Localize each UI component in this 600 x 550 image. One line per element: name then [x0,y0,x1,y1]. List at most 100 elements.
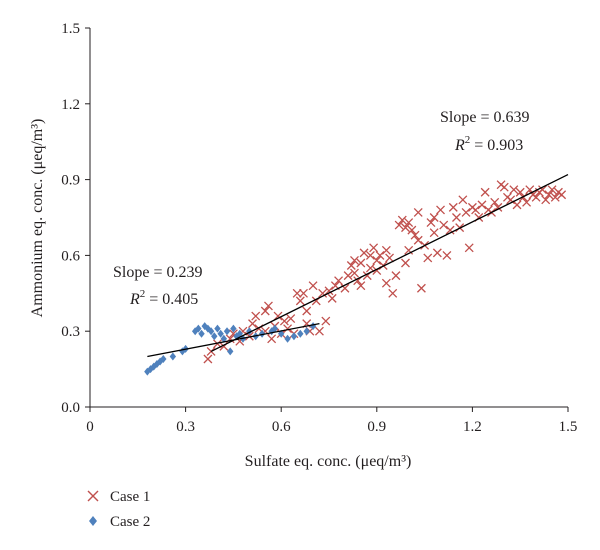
case1-point [350,268,359,278]
y-tick-label: 0.9 [61,173,80,189]
case1-point [286,314,296,324]
case1-point [404,218,414,228]
case1-point [471,205,481,215]
case1-point [401,223,410,233]
case1-point [346,261,356,270]
case1-r2-annotation: R2 = 0.903 [454,134,523,154]
case1-point [401,258,410,268]
case2-point [207,327,215,336]
case2-point [217,329,224,338]
legend: Case 1 Case 2 [87,489,150,530]
case1-point [385,253,395,263]
legend-case1-label: Case 1 [110,489,150,505]
case1-point [538,185,547,195]
case1-point [394,220,404,230]
case2-point [309,322,317,331]
case1-point [448,202,458,212]
case2-point [160,354,167,363]
case1-point [416,283,426,293]
case2-point [233,332,240,341]
case2-point [230,324,237,333]
case1-point [426,218,436,228]
x-tick-label: 0.3 [176,419,195,435]
x-tick-label: 0 [86,419,94,435]
case1-point [206,346,216,356]
case1-point [302,306,312,316]
case2-point [191,327,199,336]
case1-point [372,255,382,265]
case1-point [544,190,554,200]
case2-point [271,324,279,333]
legend-case1-marker-icon [87,490,99,502]
case1-point [321,316,331,326]
plot-area: 0.0 0.3 0.6 0.9 1.2 1.5 0 0.3 0.6 0.9 1.2 1.5 [61,21,577,435]
case1-point [381,245,391,255]
case1-point [356,258,366,268]
case1-point [432,248,442,258]
case2-point [297,329,304,338]
case1-point [531,192,541,202]
case1-point [350,255,359,265]
case1-point [410,230,420,240]
case1-point [413,207,423,217]
case1-point [260,306,270,316]
case1-point [423,253,433,263]
case2-slope-annotation: Slope = 0.239 [113,264,202,281]
case1-point [550,192,560,202]
case1-point [499,182,509,192]
case1-point [369,243,379,253]
case1-point [429,213,439,222]
case2-point [201,322,208,331]
case2-point [179,347,186,356]
case2-point [290,332,298,341]
case2-point [198,329,205,338]
x-tick-label: 1.5 [559,419,578,435]
case1-point [515,187,525,197]
case1-point [388,288,398,298]
case1-point [381,278,391,288]
case1-point [452,213,461,222]
case2-point [211,332,218,341]
case1-point [308,281,318,291]
case1-point [365,250,375,260]
case1-point [292,288,302,298]
case1-point [340,283,350,293]
case1-point [461,207,471,217]
case1-point [458,195,468,205]
case2-point [303,327,310,336]
case1-point [442,250,452,260]
x-tick-label: 1.2 [463,419,482,435]
case2-point [195,324,202,333]
case1-point [375,250,385,260]
case1-point [314,326,324,336]
case1-point [267,334,277,344]
case1-point [490,197,500,207]
case1-point [512,200,522,210]
case1-point [391,271,401,281]
case1-point [439,220,449,230]
case2-point [223,327,231,336]
case1-point [279,316,289,326]
case1-point [404,245,414,255]
case1-point [283,324,293,334]
case1-trendline [210,173,569,352]
case1-point [557,190,567,200]
case1-point [356,281,366,291]
x-tick-label: 0.6 [272,419,291,435]
case1-point [509,185,519,195]
case1-point [397,215,407,225]
case1-point [324,286,334,296]
y-axis-title: Ammonium eq. conc. (μeq/m³) [29,119,46,318]
case1-point [295,296,305,306]
y-tick-label: 1.2 [61,97,80,113]
y-tick-label: 0.3 [61,324,80,340]
case1-point [522,197,532,207]
case1-point [477,200,487,210]
case2-point [150,362,157,371]
case2-point [214,324,221,333]
case2-point [284,334,291,343]
legend-case2-label: Case 2 [110,514,150,530]
case1-point [327,293,337,303]
case1-point [541,195,551,205]
